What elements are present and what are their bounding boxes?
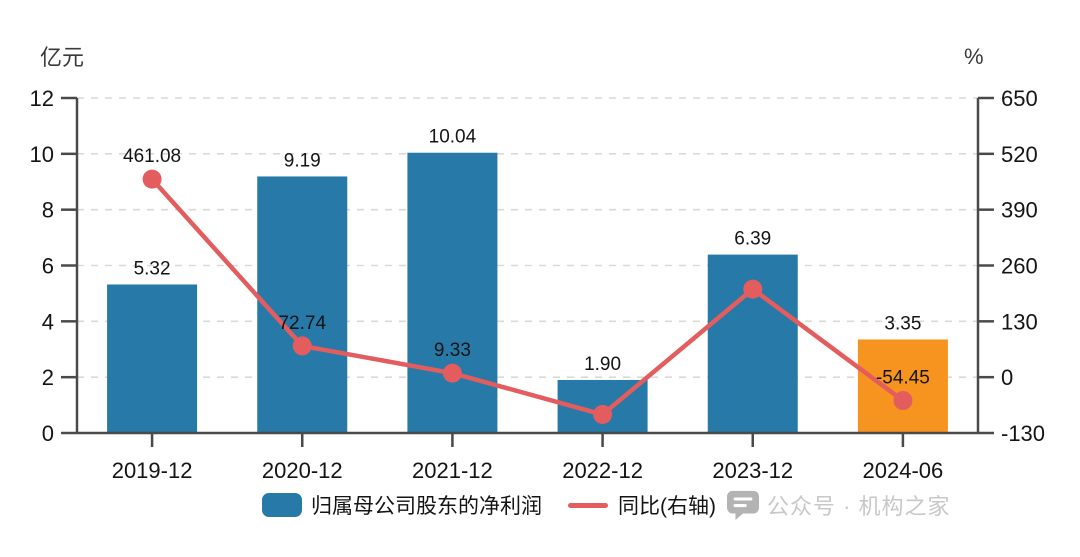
line-point-2021-12 xyxy=(442,363,462,383)
legend-item-yoy: 同比(右轴) xyxy=(568,490,716,520)
line-legend-swatch xyxy=(568,502,608,508)
bar-legend-swatch xyxy=(262,493,302,517)
x-axis-tick-label: 2022-12 xyxy=(562,458,643,483)
y-axis-tick-label: 0 xyxy=(42,421,54,446)
line-data-label: 9.33 xyxy=(434,340,471,361)
y-axis-tick-label: 8 xyxy=(42,198,54,223)
watermark: 公众号 · 机构之家 xyxy=(727,489,951,521)
bar-data-label: 10.04 xyxy=(429,127,477,148)
x-axis-tick-label: 2021-12 xyxy=(412,458,493,483)
line-point-2022-12 xyxy=(593,405,613,425)
x-axis-tick-label: 2020-12 xyxy=(262,458,343,483)
y-axis-tick-label: 6 xyxy=(42,254,54,279)
y2-axis-tick-label: 260 xyxy=(1001,254,1038,279)
y-axis-tick-label: 4 xyxy=(42,309,54,334)
y2-axis-tick-label: -130 xyxy=(1001,421,1045,446)
x-axis-tick-label: 2023-12 xyxy=(712,458,793,483)
line-data-label: 461.08 xyxy=(123,146,181,167)
bar-2024-06 xyxy=(857,339,948,433)
y-axis-tick-label: 2 xyxy=(42,365,54,390)
line-data-label: -54.45 xyxy=(876,368,930,389)
bar-data-label: 9.19 xyxy=(284,150,321,171)
line-point-2020-12 xyxy=(292,336,312,356)
x-axis-tick-label: 2019-12 xyxy=(112,458,193,483)
y2-axis-tick-label: 650 xyxy=(1001,86,1038,111)
watermark-text: 公众号 · 机构之家 xyxy=(767,494,951,519)
bar-data-label: 1.90 xyxy=(584,354,621,375)
right-axis-unit-label: % xyxy=(964,44,984,69)
chat-bubble-icon xyxy=(727,490,759,521)
line-point-2023-12 xyxy=(743,279,763,299)
bar-data-label: 3.35 xyxy=(884,313,921,334)
legend-label-yoy: 同比(右轴) xyxy=(618,495,716,518)
y2-axis-tick-label: 390 xyxy=(1001,198,1038,223)
legend-label-net-profit: 归属母公司股东的净利润 xyxy=(311,495,542,518)
x-axis-tick-label: 2024-06 xyxy=(863,458,944,483)
bar-2020-12 xyxy=(257,176,348,433)
yoy-line xyxy=(149,176,906,417)
y2-axis-tick-label: 130 xyxy=(1001,309,1038,334)
legend: 归属母公司股东的净利润 同比(右轴) 公众号 · 机构之家 xyxy=(262,489,951,521)
line-point-2024-06 xyxy=(893,391,913,411)
y2-axis-tick-label: 0 xyxy=(1001,365,1013,390)
y-axis-tick-label: 12 xyxy=(30,86,54,111)
bar-data-label: 5.32 xyxy=(134,258,171,279)
bar-2019-12 xyxy=(107,284,198,433)
bar-2021-12 xyxy=(407,152,498,433)
bar-data-label: 6.39 xyxy=(734,229,771,250)
line-data-label: 72.74 xyxy=(278,313,326,334)
left-axis-unit-label: 亿元 xyxy=(40,45,85,70)
y-axis-tick-label: 10 xyxy=(30,142,54,167)
legend-item-net-profit: 归属母公司股东的净利润 xyxy=(262,490,542,520)
line-point-2019-12 xyxy=(142,169,162,189)
y2-axis-tick-label: 520 xyxy=(1001,142,1038,167)
